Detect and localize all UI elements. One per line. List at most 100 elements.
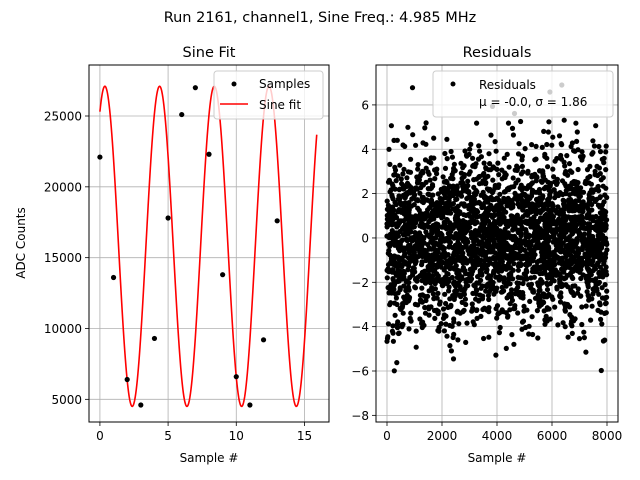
residual-point	[412, 230, 418, 236]
residual-point	[474, 189, 480, 195]
residual-point	[486, 334, 492, 340]
residual-point	[597, 204, 603, 210]
sine-fit-line-layer	[99, 85, 318, 408]
residual-point	[413, 344, 419, 350]
residual-point	[576, 336, 583, 342]
residual-point	[395, 207, 402, 213]
residual-point	[446, 284, 452, 290]
residual-point	[390, 237, 396, 243]
residual-point	[524, 276, 530, 282]
residual-point	[480, 220, 486, 226]
residual-point	[562, 324, 568, 330]
residual-point	[483, 166, 489, 172]
residual-point	[540, 250, 546, 256]
residual-point	[411, 202, 417, 208]
residual-point	[574, 260, 580, 266]
residual-point	[400, 321, 406, 327]
residual-point	[574, 129, 580, 135]
residual-point	[418, 253, 424, 259]
residual-point	[538, 256, 545, 262]
residual-point	[588, 243, 595, 249]
residual-point	[491, 220, 497, 227]
residual-point	[597, 302, 603, 308]
residual-point	[511, 341, 517, 347]
residual-point	[481, 193, 488, 199]
residual-point	[481, 212, 487, 218]
residual-point	[598, 309, 604, 315]
legend-residuals-stats: μ = -0.0, σ = 1.86	[479, 95, 587, 109]
residual-point	[463, 339, 469, 345]
residual-point	[524, 307, 530, 313]
residual-point	[581, 329, 587, 335]
residual-point	[506, 164, 512, 170]
residual-point	[524, 220, 530, 226]
residual-point	[443, 275, 449, 281]
residual-point	[528, 218, 534, 224]
residual-point	[592, 266, 599, 272]
residual-point	[404, 180, 411, 186]
residual-point	[438, 264, 444, 270]
legend-residuals-marker	[450, 81, 456, 87]
residual-point	[388, 123, 394, 129]
residual-point	[425, 224, 431, 230]
residual-point	[471, 322, 477, 328]
residual-point	[587, 163, 593, 169]
sample-point	[274, 218, 280, 224]
residual-point	[533, 143, 539, 149]
residual-point	[547, 280, 554, 287]
legend-samples-label: Samples	[259, 77, 310, 91]
residual-point	[482, 257, 488, 264]
residual-point	[445, 224, 451, 230]
residual-point	[510, 219, 516, 225]
residual-point	[507, 265, 513, 271]
sample-point	[247, 402, 253, 408]
residual-point	[437, 301, 443, 307]
residual-point	[392, 300, 398, 306]
sine-fit-ticks: 0 5 10 15 5000 10000 15000 20000 25000	[44, 110, 312, 444]
residual-point	[462, 268, 468, 274]
residual-point	[389, 328, 395, 334]
residual-point	[447, 220, 453, 226]
residual-point	[556, 133, 563, 139]
residual-point	[598, 316, 604, 322]
residual-point	[467, 251, 473, 257]
residual-point	[398, 218, 404, 224]
residual-point	[442, 291, 448, 297]
residual-point	[462, 296, 468, 302]
residual-point	[432, 295, 438, 301]
residual-point	[585, 273, 591, 280]
residual-point	[460, 218, 466, 224]
residual-point	[553, 229, 559, 235]
residual-point	[454, 184, 460, 190]
residual-point	[595, 260, 601, 266]
residual-point	[504, 242, 510, 248]
residual-point	[569, 330, 575, 336]
residual-point	[434, 171, 440, 177]
residual-point	[516, 141, 522, 147]
residual-point	[490, 164, 496, 170]
residual-point	[565, 334, 571, 340]
residual-point	[426, 171, 432, 177]
residual-point	[581, 225, 587, 231]
residual-point	[496, 310, 502, 316]
residual-point	[465, 183, 471, 189]
residual-point	[395, 173, 401, 179]
residual-point	[503, 345, 509, 351]
residual-point	[523, 256, 529, 262]
residual-point	[460, 230, 466, 236]
residual-point	[421, 240, 427, 246]
residual-point	[388, 285, 394, 291]
residual-point	[496, 219, 502, 225]
residual-point	[488, 273, 494, 279]
residual-point	[599, 295, 606, 301]
residual-point	[515, 310, 521, 316]
residual-point	[574, 182, 580, 188]
residual-point	[567, 312, 573, 318]
residual-point	[595, 172, 601, 179]
residual-point	[562, 205, 568, 211]
residual-point	[422, 125, 428, 131]
residual-point	[442, 165, 449, 171]
sine-fit-axes: Sine Fit 0 5 10 15500010000150002000025000 …	[14, 45, 330, 465]
residual-point	[553, 208, 559, 214]
residual-point	[384, 338, 390, 344]
